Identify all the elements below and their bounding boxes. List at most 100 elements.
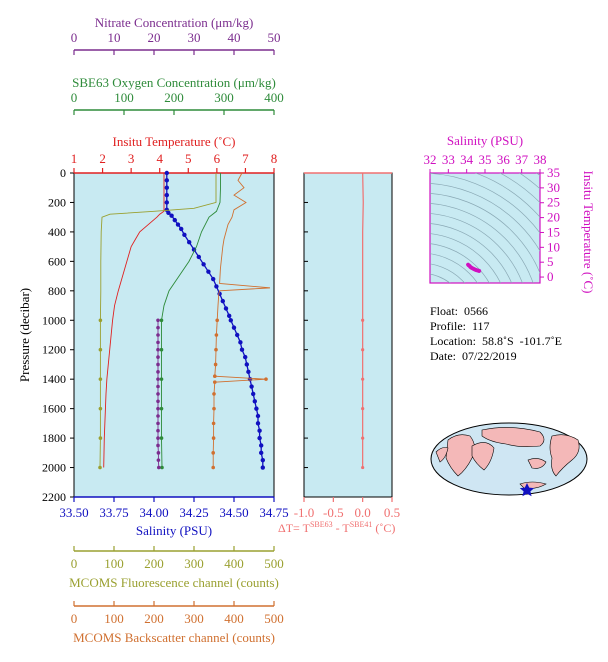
nitrate-axis-title: Nitrate Concentration (μm/kg) bbox=[95, 15, 254, 30]
salinity-point bbox=[164, 178, 169, 183]
salinity-point bbox=[260, 465, 265, 470]
nitrate-tick-label: 20 bbox=[148, 30, 161, 45]
delta-t-point bbox=[361, 436, 365, 440]
salinity-point bbox=[164, 170, 169, 176]
ts-temperature-tick-label: 20 bbox=[547, 210, 560, 225]
nitrate-tick-label: 50 bbox=[268, 30, 281, 45]
fluorescence-series-line bbox=[99, 173, 217, 468]
backscatter-point bbox=[214, 347, 218, 352]
oxygen-point bbox=[159, 377, 164, 381]
density-contour bbox=[430, 243, 490, 283]
nitrate-point bbox=[156, 355, 160, 359]
map-landmass bbox=[471, 442, 495, 471]
map-landmass bbox=[527, 458, 547, 469]
location: Location: 58.8˚S -101.7˚E bbox=[430, 334, 562, 348]
pressure-tick-label: 0 bbox=[60, 166, 66, 180]
pressure-tick-label: 800 bbox=[48, 284, 66, 298]
salinity-tick-label: 33.75 bbox=[99, 505, 128, 520]
density-contour bbox=[430, 183, 540, 252]
ts-temperature-tick-label: 30 bbox=[547, 180, 560, 195]
nitrate-point bbox=[156, 436, 160, 440]
oxygen-point bbox=[159, 436, 164, 440]
main-profile-panel bbox=[73, 172, 275, 498]
salinity-point bbox=[228, 318, 233, 323]
temperature-tick-label: 2 bbox=[99, 151, 106, 166]
salinity-tick-label: 33.50 bbox=[59, 505, 88, 520]
salinity-point bbox=[175, 222, 181, 227]
salinity-point bbox=[244, 362, 249, 367]
salinity-point bbox=[260, 457, 265, 463]
map-landmass bbox=[549, 434, 580, 477]
backscatter-point bbox=[215, 318, 219, 323]
ts-diagram-panel bbox=[429, 172, 541, 284]
salinity-point bbox=[187, 240, 192, 245]
ts-salinity-tick-label: 37 bbox=[515, 152, 529, 167]
nitrate-point bbox=[156, 370, 160, 374]
nitrate-point bbox=[156, 325, 160, 330]
salinity-point bbox=[220, 298, 225, 304]
pressure-tick-label: 200 bbox=[48, 195, 66, 209]
ts-profile-curve bbox=[466, 262, 482, 273]
density-contour bbox=[430, 173, 540, 234]
float-location-marker bbox=[519, 483, 535, 497]
backscatter-point bbox=[213, 374, 217, 379]
backscatter-tick-label: 300 bbox=[184, 611, 204, 626]
temperature-tick-label: 6 bbox=[214, 151, 221, 166]
salinity-point bbox=[164, 185, 169, 190]
nitrate-point bbox=[156, 340, 160, 345]
density-contour bbox=[430, 213, 523, 283]
backscatter-tick-label: 400 bbox=[224, 611, 244, 626]
float-metadata: Float: 0566 Profile: 117 Location: 58.8˚… bbox=[430, 304, 562, 364]
density-contour bbox=[430, 263, 466, 283]
pressure-tick-label: 1200 bbox=[42, 343, 66, 357]
pressure-tick-label: 2000 bbox=[42, 461, 66, 475]
nitrate-point bbox=[156, 428, 160, 433]
pressure-tick-label: 1400 bbox=[42, 372, 66, 386]
delta-t-point bbox=[361, 318, 365, 322]
backscatter-point bbox=[211, 451, 215, 455]
salinity-point bbox=[259, 443, 264, 448]
fluorescence-point bbox=[98, 377, 103, 381]
salinity-axis-title: Salinity (PSU) bbox=[136, 523, 212, 538]
delta-t-point bbox=[361, 377, 365, 381]
float-id: Float: 0566 bbox=[430, 304, 489, 318]
density-contours bbox=[430, 173, 540, 283]
nitrate-point bbox=[156, 347, 160, 352]
salinity-point bbox=[255, 421, 261, 426]
oxygen-series-line bbox=[161, 173, 221, 468]
world-map bbox=[430, 422, 588, 497]
salinity-point bbox=[182, 232, 187, 238]
backscatter-tick-label: 100 bbox=[104, 611, 124, 626]
salinity-point bbox=[223, 306, 229, 311]
ts-salinity-tick-label: 33 bbox=[442, 152, 455, 167]
oxygen-point bbox=[159, 406, 164, 411]
delta-t-panel bbox=[303, 172, 393, 498]
density-contour bbox=[430, 223, 513, 283]
fluorescence-tick-label: 500 bbox=[264, 556, 284, 571]
pressure-tick-label: 1000 bbox=[42, 313, 66, 327]
nitrate-point bbox=[157, 465, 161, 470]
nitrate-point bbox=[156, 421, 160, 426]
salinity-point bbox=[243, 354, 248, 360]
backscatter-point bbox=[213, 380, 217, 384]
nitrate-tick-label: 10 bbox=[108, 30, 121, 45]
backscatter-tick-label: 0 bbox=[71, 611, 78, 626]
salinity-point bbox=[259, 450, 264, 456]
nitrate-point bbox=[156, 318, 160, 323]
nitrate-point bbox=[156, 406, 160, 411]
density-contour bbox=[430, 233, 501, 283]
pressure-tick-label: 1600 bbox=[42, 402, 66, 416]
nitrate-point bbox=[156, 384, 160, 389]
temperature-tick-label: 8 bbox=[271, 151, 278, 166]
nitrate-point bbox=[156, 392, 160, 396]
temperature-axis-title: Insitu Temperature (˚C) bbox=[112, 134, 235, 149]
delta-t-point bbox=[361, 348, 365, 352]
salinity-point bbox=[214, 284, 219, 289]
nitrate-point bbox=[156, 399, 160, 404]
salinity-point bbox=[239, 347, 245, 352]
density-contour bbox=[430, 253, 478, 283]
backscatter-point bbox=[212, 406, 216, 411]
salinity-point bbox=[252, 399, 257, 404]
salinity-point bbox=[201, 262, 206, 267]
